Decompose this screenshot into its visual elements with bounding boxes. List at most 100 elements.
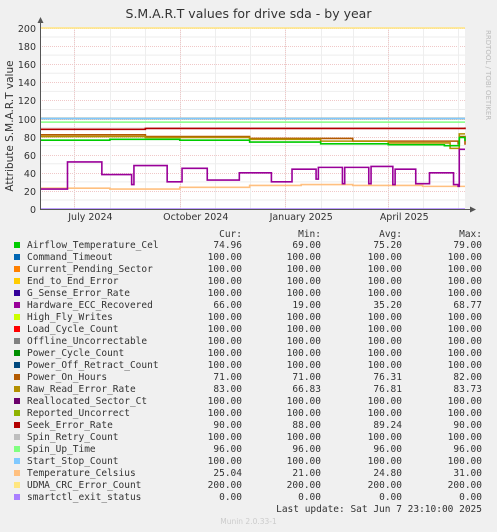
legend-max-command-timeout: 100.00 <box>448 252 483 263</box>
legend-cur-power-cycle-count: 100.00 <box>208 348 243 359</box>
legend-max-spin-up-time: 96.00 <box>453 444 482 455</box>
legend-max-load-cycle-count: 100.00 <box>448 324 483 335</box>
legend-name-reallocated-sector-ct: Reallocated_Sector_Ct <box>27 396 147 407</box>
y-tick-label: 60 <box>24 151 36 162</box>
legend-avg-spin-up-time: 96.00 <box>373 444 402 455</box>
y-tick-label: 80 <box>24 133 36 144</box>
legend-min-reported-uncorrect: 100.00 <box>287 408 322 419</box>
axes: 0 20 40 60 80 100 120 140 160 180 200 July 2024 Octo… <box>18 17 476 223</box>
legend-cur-spin-retry-count: 100.00 <box>208 432 243 443</box>
legend-min-power-cycle-count: 100.00 <box>287 348 322 359</box>
legend-name-hardware-ecc-recovered: Hardware_ECC_Recovered <box>27 300 153 311</box>
legend-min-g-sense-error-rate: 100.00 <box>287 288 322 299</box>
legend-swatch-spin-retry-count <box>14 434 20 440</box>
legend-cur-reallocated-sector-ct: 100.00 <box>208 396 243 407</box>
legend-cur-raw-read-error-rate: 83.00 <box>213 384 242 395</box>
legend-swatch-offline-uncorrectable <box>14 338 20 344</box>
legend-cur-reported-uncorrect: 100.00 <box>208 408 243 419</box>
legend-avg-current-pending-sector: 100.00 <box>368 264 403 275</box>
legend-swatch-start-stop-count <box>14 458 20 464</box>
legend-max-raw-read-error-rate: 83.73 <box>453 384 482 395</box>
legend-cur-offline-uncorrectable: 100.00 <box>208 336 243 347</box>
y-axis-arrow <box>37 17 44 23</box>
legend-min-raw-read-error-rate: 66.83 <box>292 384 321 395</box>
legend-avg-udma-crc-error-count: 200.00 <box>368 480 403 491</box>
y-tick-label: 0 <box>30 205 36 216</box>
series-line-temperature-celsius <box>40 183 465 190</box>
y-tick-label: 20 <box>24 187 36 198</box>
legend-cur-current-pending-sector: 100.00 <box>208 264 243 275</box>
legend-header-min: Min: <box>298 229 321 240</box>
legend-swatch-g-sense-error-rate <box>14 290 20 296</box>
legend-min-power-off-retract-count: 100.00 <box>287 360 322 371</box>
x-tick-label: April 2025 <box>380 212 429 223</box>
legend-name-end-to-end-error: End_to_End_Error <box>27 276 119 287</box>
legend-avg-reallocated-sector-ct: 100.00 <box>368 396 403 407</box>
legend-name-offline-uncorrectable: Offline_Uncorrectable <box>27 336 147 347</box>
rrdtool-credit: RRDTOOL / TOBI OETIKER <box>484 30 492 120</box>
legend-cur-end-to-end-error: 100.00 <box>208 276 243 287</box>
legend-swatch-command-timeout <box>14 254 20 260</box>
legend-name-command-timeout: Command_Timeout <box>27 252 113 263</box>
legend-max-start-stop-count: 100.00 <box>448 456 483 467</box>
legend-avg-power-on-hours: 76.31 <box>373 372 402 383</box>
legend-avg-load-cycle-count: 100.00 <box>368 324 403 335</box>
x-axis-arrow <box>470 206 476 213</box>
legend-name-spin-retry-count: Spin_Retry_Count <box>27 432 119 443</box>
legend-avg-power-cycle-count: 100.00 <box>368 348 403 359</box>
legend-max-g-sense-error-rate: 100.00 <box>448 288 483 299</box>
legend-swatch-power-off-retract-count <box>14 362 20 368</box>
legend-cur-smartctl-exit-status: 0.00 <box>219 492 242 503</box>
legend-name-spin-up-time: Spin_Up_Time <box>27 444 96 455</box>
y-tick-label: 100 <box>18 115 36 126</box>
legend-avg-hardware-ecc-recovered: 35.20 <box>373 300 402 311</box>
legend-max-airflow-temperature-cel: 79.00 <box>453 240 482 251</box>
legend-max-high-fly-writes: 100.00 <box>448 312 483 323</box>
legend-max-udma-crc-error-count: 200.00 <box>448 480 483 491</box>
legend-name-high-fly-writes: High_Fly_Writes <box>27 312 113 323</box>
legend-name-reported-uncorrect: Reported_Uncorrect <box>27 408 130 419</box>
legend-avg-high-fly-writes: 100.00 <box>368 312 403 323</box>
last-update-text: Last update: Sat Jun 7 23:10:00 2025 <box>276 504 482 515</box>
x-tick-label: October 2024 <box>163 212 228 223</box>
legend-min-current-pending-sector: 100.00 <box>287 264 322 275</box>
legend-swatch-current-pending-sector <box>14 266 20 272</box>
legend-avg-spin-retry-count: 100.00 <box>368 432 403 443</box>
legend-swatch-udma-crc-error-count <box>14 482 20 488</box>
legend-min-end-to-end-error: 100.00 <box>287 276 322 287</box>
legend-max-end-to-end-error: 100.00 <box>448 276 483 287</box>
legend-max-temperature-celsius: 31.00 <box>453 468 482 479</box>
legend-max-offline-uncorrectable: 100.00 <box>448 336 483 347</box>
y-tick-label: 200 <box>18 24 36 35</box>
legend-min-spin-retry-count: 100.00 <box>287 432 322 443</box>
legend-min-temperature-celsius: 21.00 <box>292 468 321 479</box>
legend-name-raw-read-error-rate: Raw_Read_Error_Rate <box>27 384 136 395</box>
legend-min-start-stop-count: 100.00 <box>287 456 322 467</box>
legend-cur-udma-crc-error-count: 200.00 <box>208 480 243 491</box>
legend-avg-reported-uncorrect: 100.00 <box>368 408 403 419</box>
legend-avg-end-to-end-error: 100.00 <box>368 276 403 287</box>
y-tick-label: 120 <box>18 96 36 107</box>
legend-swatch-power-cycle-count <box>14 350 20 356</box>
legend-min-airflow-temperature-cel: 69.00 <box>292 240 321 251</box>
legend-cur-temperature-celsius: 25.04 <box>213 468 242 479</box>
legend-max-spin-retry-count: 100.00 <box>448 432 483 443</box>
legend-swatch-hardware-ecc-recovered <box>14 302 20 308</box>
legend-swatch-raw-read-error-rate <box>14 386 20 392</box>
legend-swatch-smartctl-exit-status <box>14 494 20 500</box>
legend-swatch-seek-error-rate <box>14 422 20 428</box>
legend-cur-command-timeout: 100.00 <box>208 252 243 263</box>
legend-name-power-off-retract-count: Power_Off_Retract_Count <box>27 360 159 371</box>
y-tick-label: 140 <box>18 78 36 89</box>
legend-name-smartctl-exit-status: smartctl_exit_status <box>27 492 141 503</box>
legend-avg-temperature-celsius: 24.80 <box>373 468 402 479</box>
series-line-airflow-temperature-cel <box>40 136 466 147</box>
legend-name-load-cycle-count: Load_Cycle_Count <box>27 324 119 335</box>
legend-min-high-fly-writes: 100.00 <box>287 312 322 323</box>
munin-version: Munin 2.0.33-1 <box>220 517 277 526</box>
legend-avg-seek-error-rate: 89.24 <box>373 420 402 431</box>
series-lines <box>40 27 466 210</box>
legend-header-max: Max: <box>459 229 482 240</box>
legend-avg-raw-read-error-rate: 76.81 <box>373 384 402 395</box>
